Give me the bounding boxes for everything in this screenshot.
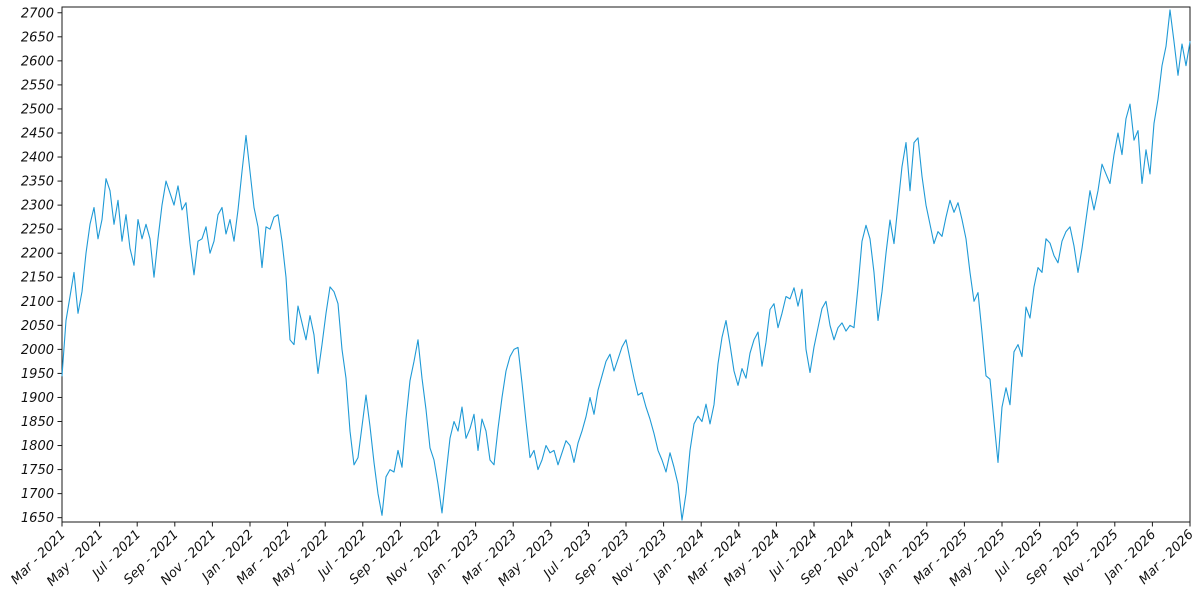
y-tick-label: 2300 (21, 199, 54, 214)
price-line-series (61, 9, 1191, 521)
y-tick-label: 2700 (21, 6, 54, 21)
y-tick-label: 2600 (21, 54, 54, 69)
y-tick-label: 1950 (21, 367, 54, 382)
y-tick-label: 2000 (21, 343, 54, 358)
y-tick-label: 2200 (21, 247, 54, 262)
y-tick-label: 1850 (21, 415, 54, 430)
y-tick-label: 2100 (21, 295, 54, 310)
y-tick-label: 1650 (21, 511, 54, 526)
plot-frame (61, 6, 1191, 523)
y-tick-label: 2650 (21, 30, 54, 45)
x-axis-ticks (61, 522, 1191, 527)
y-tick-label: 1750 (21, 463, 54, 478)
y-axis-ticks (57, 12, 62, 519)
y-tick-label: 2150 (21, 271, 54, 286)
y-tick-label: 2500 (21, 102, 54, 117)
y-tick-label: 2250 (21, 223, 54, 238)
y-tick-label: 2050 (21, 319, 54, 334)
y-tick-label: 2450 (21, 126, 54, 141)
price-line (61, 9, 1191, 521)
y-tick-label: 1700 (21, 487, 54, 502)
y-tick-label: 2550 (21, 78, 54, 93)
y-axis-labels: 1650 1700 1750 1800 1850 1900 1950 2000 2050 2100… (21, 6, 54, 526)
y-tick-label: 2350 (21, 175, 54, 190)
y-tick-label: 1800 (21, 439, 54, 454)
y-tick-label: 1900 (21, 391, 54, 406)
y-tick-label: 2400 (21, 151, 54, 166)
